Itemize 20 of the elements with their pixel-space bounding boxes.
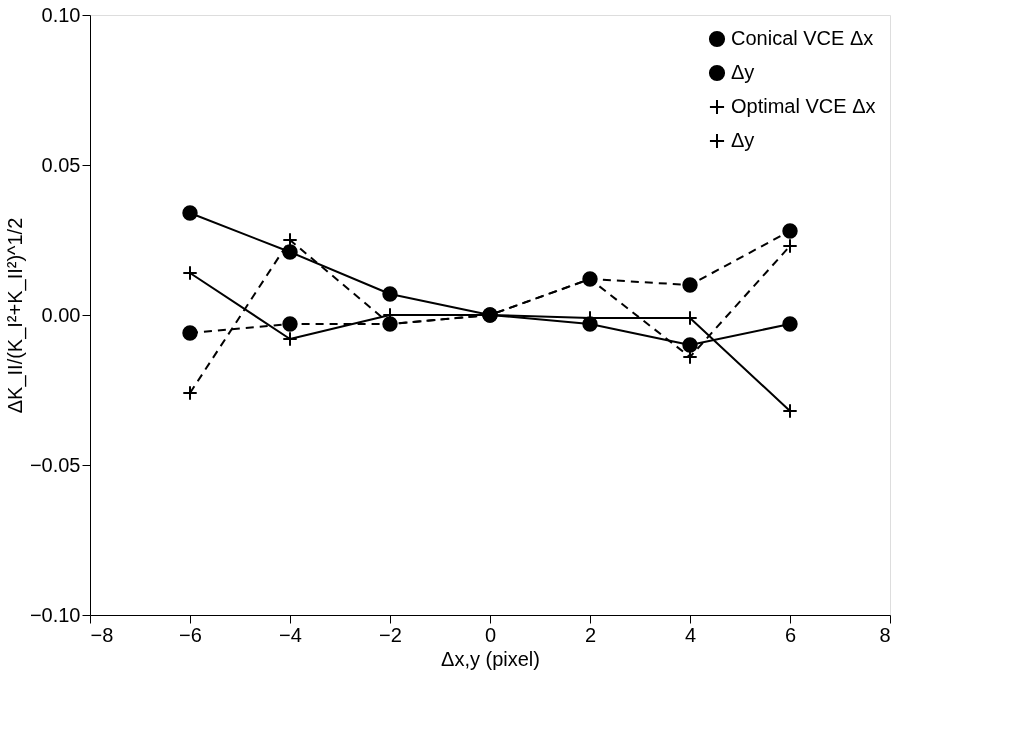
x-tick-label: −2	[379, 623, 402, 646]
y-tick-label: −0.05	[29, 453, 81, 476]
legend-label: Conical VCE Δx	[731, 27, 874, 49]
x-tick-label: −4	[279, 623, 302, 646]
y-tick-label: 0.00	[41, 303, 81, 326]
legend-label: Δy	[731, 61, 755, 83]
x-tick-label: 6	[784, 623, 797, 646]
x-tick-label: 2	[584, 623, 597, 646]
x-tick-label: 0	[484, 623, 497, 646]
y-tick-label: −0.10	[29, 603, 81, 626]
x-axis-title: Δx,y (pixel)	[441, 647, 540, 670]
y-axis-title: ΔK_II/(K_I²+K_II²)^1/2	[3, 217, 27, 414]
y-tick-label: 0.10	[41, 3, 81, 26]
legend-label: Optimal VCE Δx	[731, 95, 876, 117]
x-tick-label: 4	[684, 623, 697, 646]
x-tick-label: −6	[179, 623, 202, 646]
y-tick-label: 0.05	[41, 153, 81, 176]
x-tick-label: −8	[90, 623, 114, 646]
legend-label: Δy	[731, 129, 755, 151]
x-tick-label: 8	[879, 623, 891, 646]
